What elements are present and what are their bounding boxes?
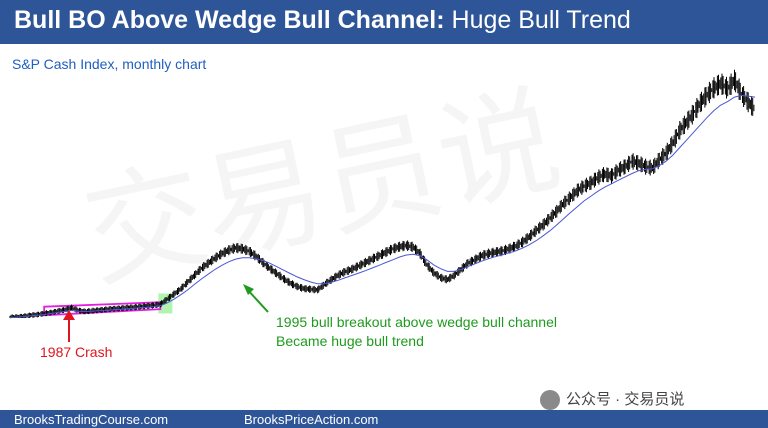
crash-arrow (63, 310, 75, 342)
footer-right-link[interactable]: BrooksPriceAction.com (244, 412, 379, 427)
breakout-annotation-line2: Became huge bull trend (276, 333, 424, 349)
wechat-icon (540, 390, 560, 411)
title-bold: Bull BO Above Wedge Bull Channel: (14, 6, 445, 34)
footer-left-link[interactable]: BrooksTradingCourse.com (14, 412, 169, 427)
breakout-annotation-line1: 1995 bull breakout above wedge bull chan… (276, 314, 557, 330)
footer-bar: BrooksTradingCourse.com BrooksPriceActio… (0, 410, 768, 428)
moving-average-line (9, 94, 756, 319)
chart-subtitle: S&P Cash Index, monthly chart (12, 56, 207, 72)
wechat-label: 公众号 · 交易员说 (566, 391, 685, 408)
title-bar (0, 0, 768, 44)
crash-annotation: 1987 Crash (40, 344, 113, 360)
title-rest: Huge Bull Trend (444, 6, 631, 34)
price-bars (9, 69, 755, 318)
breakout-annotation: 1995 bull breakout above wedge bull chan… (276, 313, 557, 351)
page-title: Bull BO Above Wedge Bull Channel: Huge B… (14, 6, 631, 35)
wechat-watermark: 公众号 · 交易员说 (540, 388, 685, 411)
breakout-arrow (243, 284, 269, 313)
